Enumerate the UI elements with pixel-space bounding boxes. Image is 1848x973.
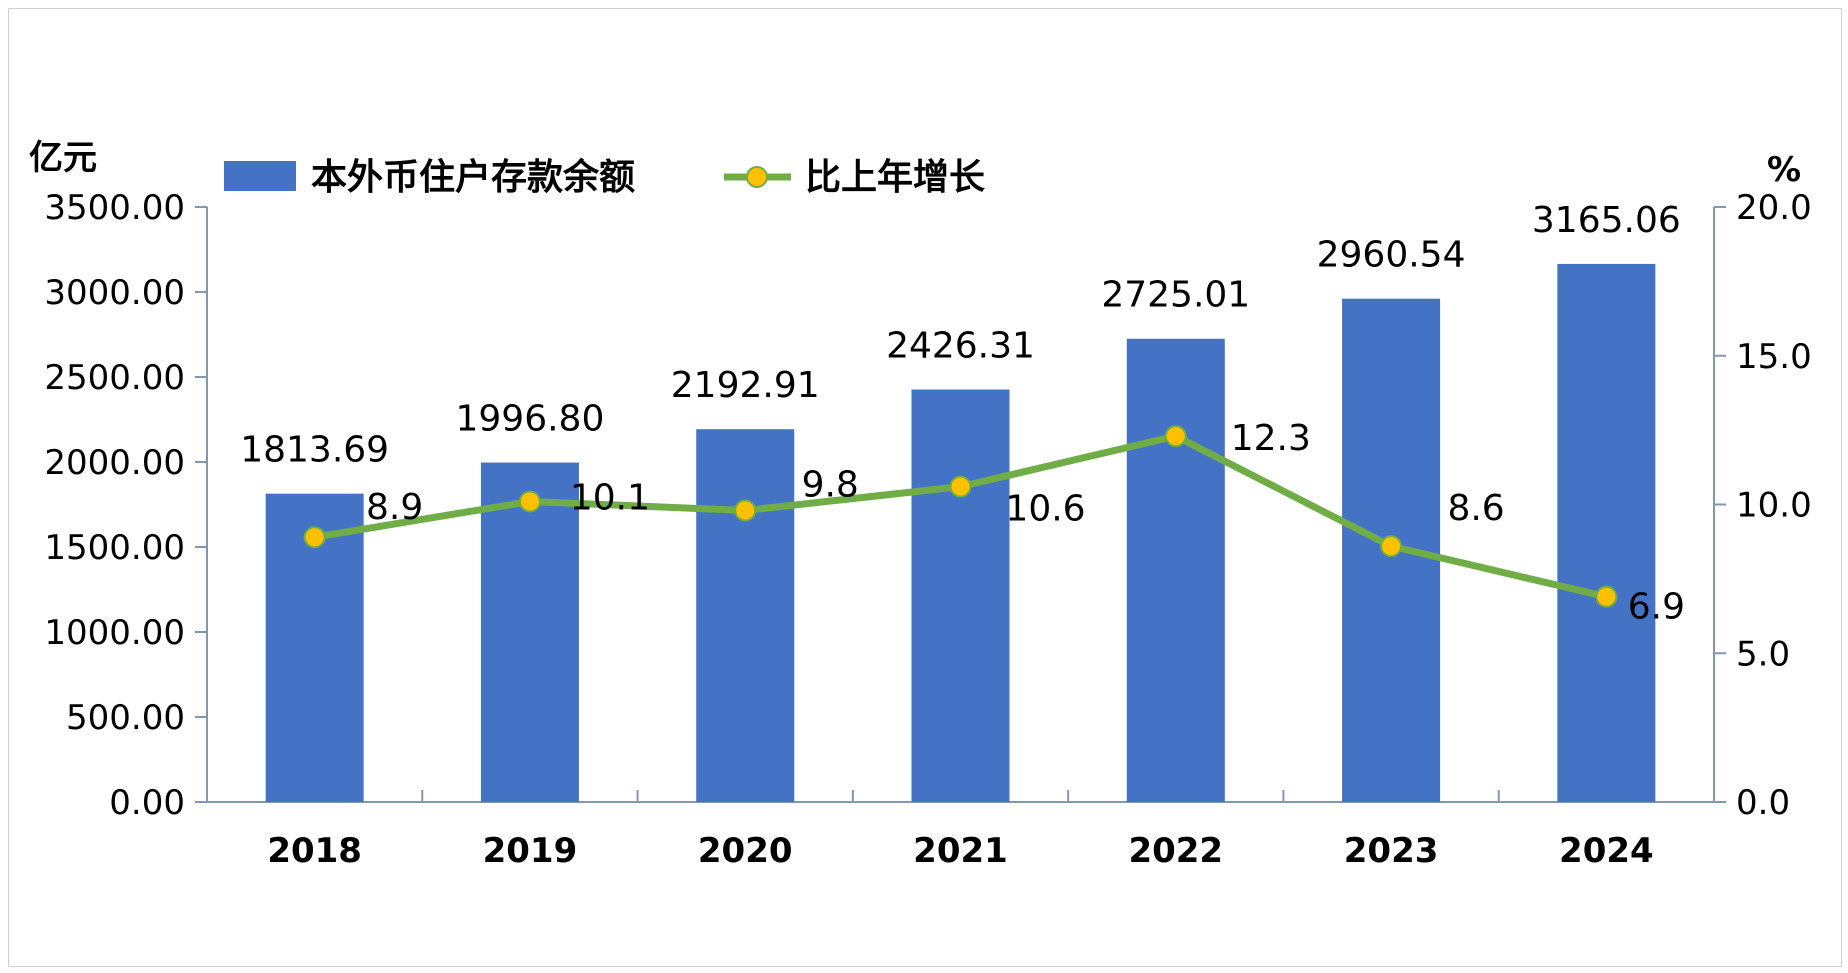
y-right-tick-label: 5.0 [1736,634,1790,674]
growth-value-label: 8.6 [1447,488,1504,529]
growth-value-label: 12.3 [1231,418,1311,459]
bar-value-label: 2426.31 [886,326,1035,367]
y-left-tick-label: 2000.00 [44,443,185,483]
growth-value-label: 10.1 [570,478,650,519]
legend: 本外币住户存款余额 比上年增长 [224,156,985,198]
x-tick-label: 2022 [1128,831,1223,871]
y-left-tick-label: 0.00 [109,783,185,823]
growth-value-label: 6.9 [1628,587,1685,628]
y-right-unit-label: % [1767,150,1801,190]
x-tick-label: 2023 [1344,831,1439,871]
growth-point-2024 [1595,585,1618,608]
bar-2021 [911,389,1010,802]
y-left-tick-label: 500.00 [66,698,185,738]
growth-value-label: 9.8 [802,464,859,505]
y-left-tick-label: 3500.00 [44,188,185,228]
bar-value-label: 2192.91 [671,365,820,406]
axes-layer: 0.00 500.00 1000.00 1500.00 2000.00 2500.00 30… [29,138,1812,871]
line-layer [303,425,1618,608]
chart-frame: 0.00 500.00 1000.00 1500.00 2000.00 2500.00 30… [8,8,1842,967]
growth-point-2023 [1380,535,1403,558]
x-tick-label: 2020 [698,831,793,871]
labels-layer: 1813.69 1996.80 2192.91 2426.31 2725.01 2960.… [240,200,1685,628]
y-right-tick-label: 20.0 [1736,188,1812,228]
growth-point-2022 [1164,425,1187,448]
bar-value-label: 2960.54 [1317,235,1466,276]
growth-point-2019 [518,490,541,513]
x-tick-label: 2019 [483,831,578,871]
growth-point-2018 [303,526,326,549]
y-left-tick-label: 1500.00 [44,528,185,568]
y-right-tick-label: 10.0 [1736,486,1812,526]
growth-point-2021 [949,475,972,498]
bar-2024 [1557,263,1656,802]
y-right-tick-label: 15.0 [1736,337,1812,377]
bar-2020 [696,429,795,802]
x-tick-label: 2021 [913,831,1008,871]
legend-label-line: 比上年增长 [805,157,985,198]
legend-swatch-bar [224,161,296,191]
growth-value-label: 10.6 [1005,489,1085,530]
y-left-tick-label: 1000.00 [44,613,185,653]
bar-2022 [1126,338,1225,802]
bar-value-label: 2725.01 [1101,275,1250,316]
bar-value-label: 1996.80 [455,399,604,440]
growth-value-label: 8.9 [366,487,423,528]
x-tick-label: 2024 [1559,831,1654,871]
bars-layer [265,263,1656,802]
chart-canvas: 0.00 500.00 1000.00 1500.00 2000.00 2500.00 30… [29,138,1812,871]
legend-swatch-marker [746,166,768,188]
y-left-unit-label: 亿元 [29,138,97,178]
x-tick-label: 2018 [267,831,362,871]
y-left-tick-label: 3000.00 [44,273,185,313]
y-left-tick-label: 2500.00 [44,358,185,398]
growth-point-2020 [734,499,757,522]
bar-value-label: 3165.06 [1532,200,1681,241]
bar-2019 [480,462,579,802]
y-right-tick-label: 0.0 [1736,783,1790,823]
bar-value-label: 1813.69 [240,430,389,471]
legend-label-bar: 本外币住户存款余额 [311,156,635,198]
